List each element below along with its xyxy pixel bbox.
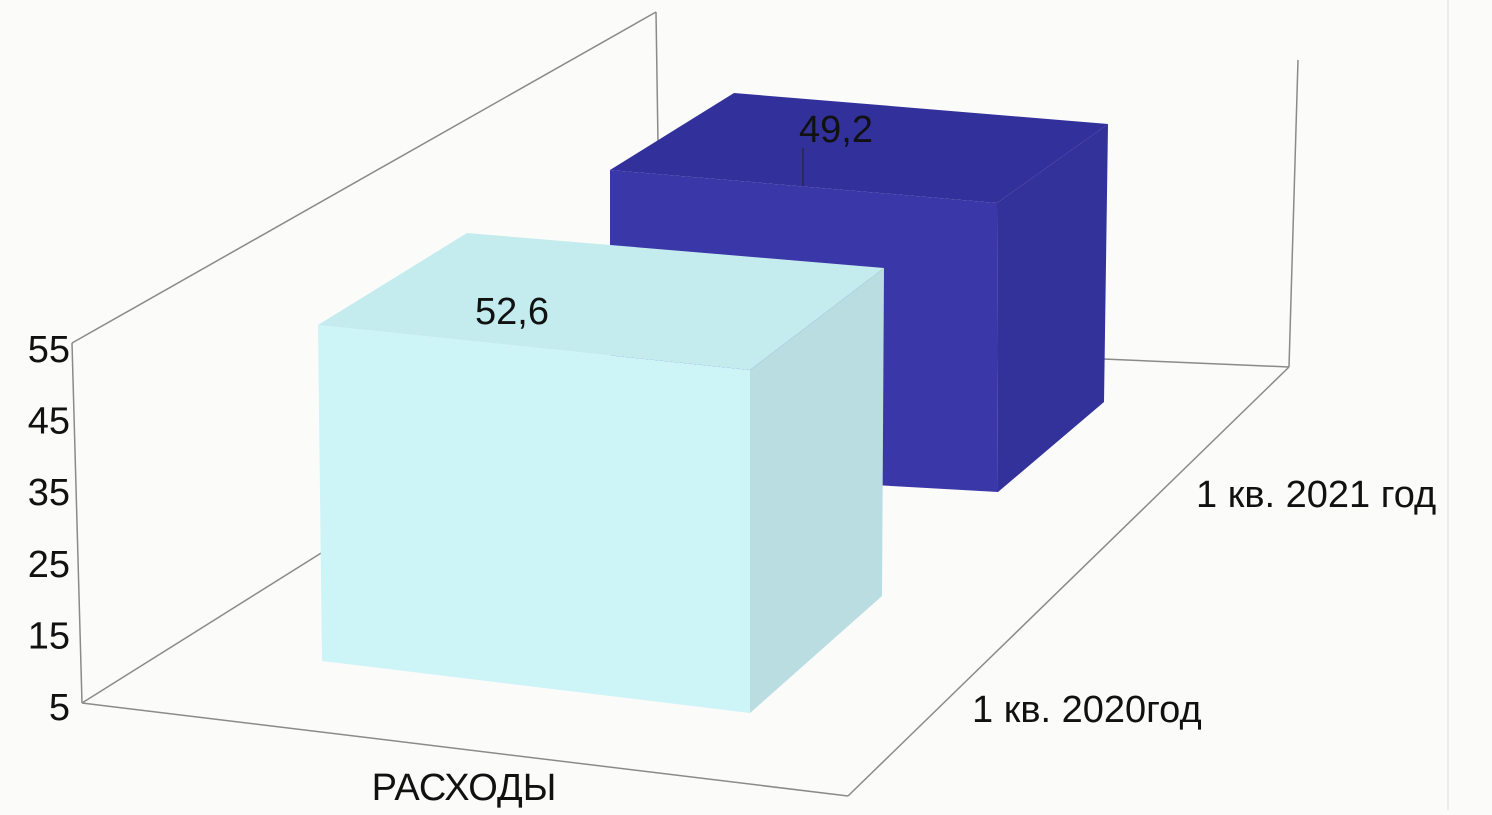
y-tick-label: 55 — [28, 329, 70, 371]
x-axis-category-label: РАСХОДЫ — [372, 767, 557, 809]
frame-left-vertical — [71, 342, 83, 704]
y-tick-label: 25 — [28, 544, 70, 586]
bar-2021-side-face — [997, 124, 1108, 492]
frame-left-top-diagonal — [71, 11, 657, 344]
frame-back-right-vertical — [1288, 59, 1299, 368]
bar-2020-top-face — [318, 233, 884, 370]
right-edge-divider — [1447, 0, 1449, 810]
bar-2020-side-face — [750, 268, 884, 713]
value-label-2021: 49,2 — [799, 109, 873, 151]
y-tick-label: 35 — [28, 472, 70, 514]
y-tick-label: 5 — [49, 687, 70, 729]
bar-2020-front-face — [318, 325, 750, 713]
y-tick-label: 15 — [28, 615, 70, 657]
bar-2021-top-face — [610, 93, 1108, 203]
y-tick-label: 45 — [28, 401, 70, 443]
value-label-2020: 52,6 — [475, 291, 549, 333]
frame-front-floor — [81, 702, 849, 797]
bar-series-2020 — [318, 233, 884, 713]
depth-axis-label-2020: 1 кв. 2020год — [972, 689, 1202, 731]
y-axis-ticks: 5 15 25 35 45 55 — [28, 329, 70, 729]
depth-axis-label-2021: 1 кв. 2021 год — [1196, 474, 1436, 516]
frame-right-floor-diagonal — [847, 366, 1290, 797]
